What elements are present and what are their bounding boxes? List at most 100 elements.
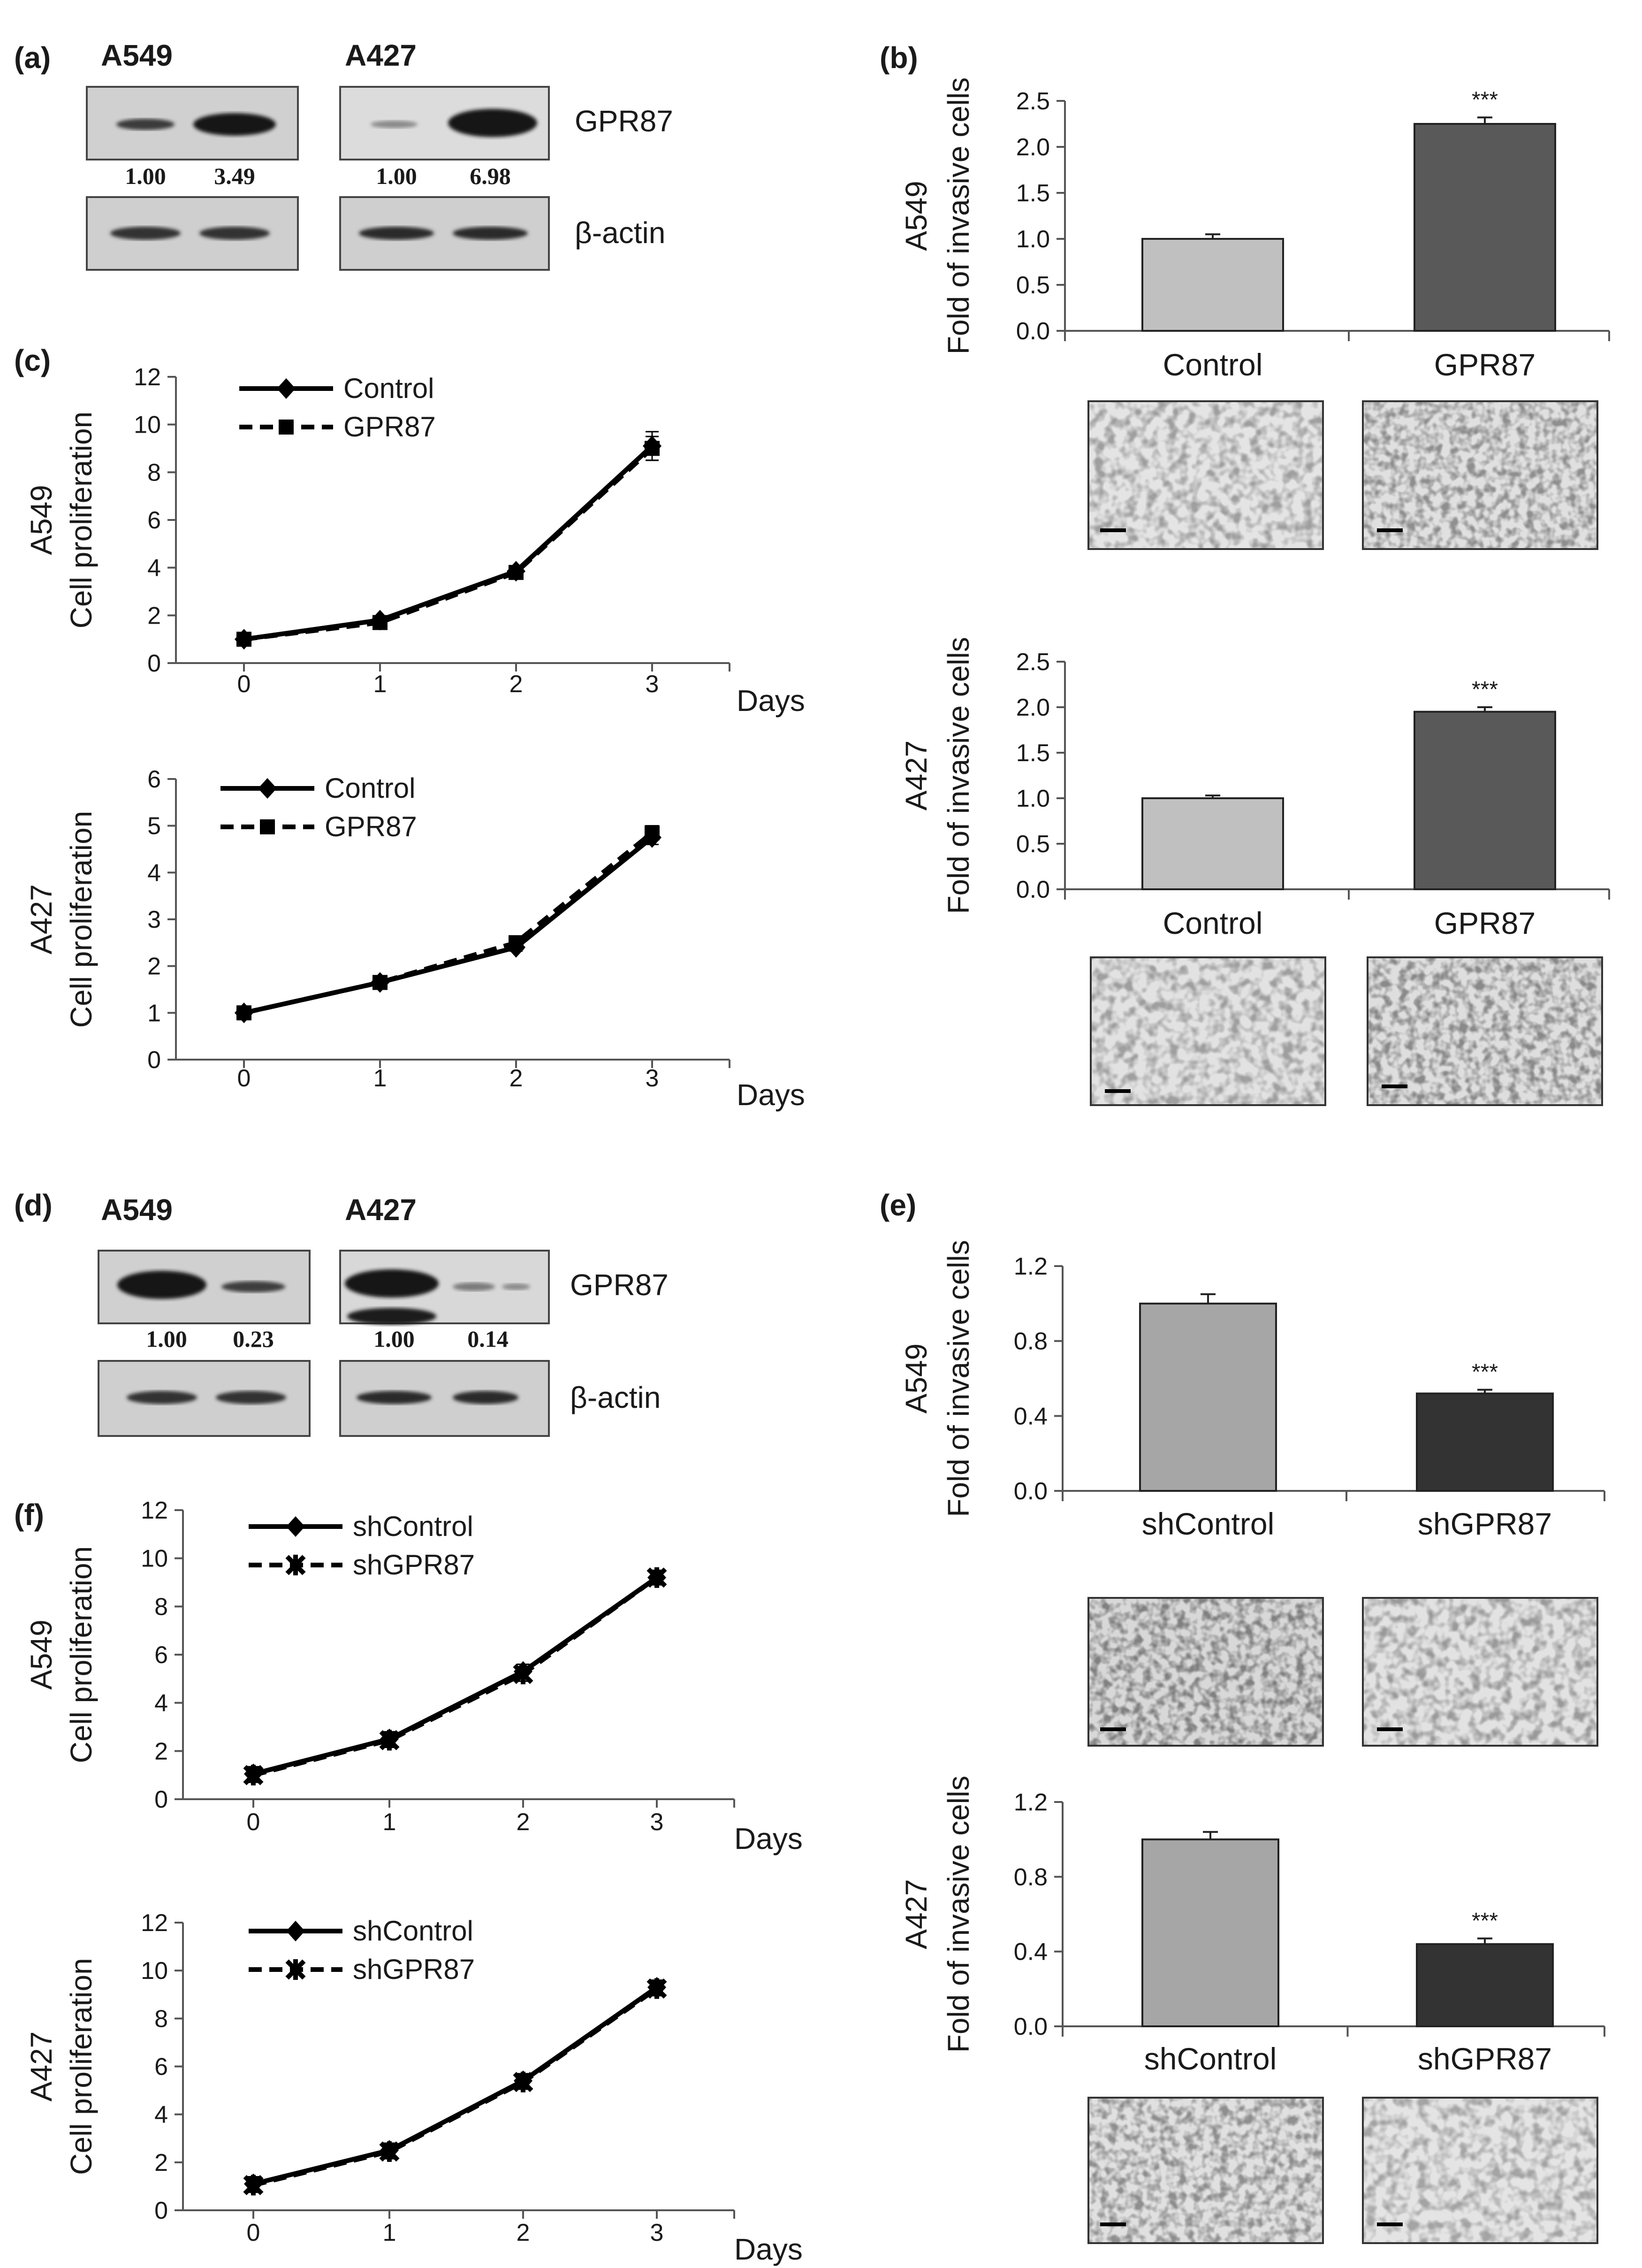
band [127, 1391, 197, 1404]
y-axis-title: Fold of invasive cells [942, 1240, 975, 1517]
y-axis-title: Cell proliferation [64, 1958, 98, 2175]
band [345, 1269, 439, 1298]
panel-label-d: (d) [14, 1188, 53, 1222]
panel-label-f: (f) [14, 1498, 44, 1532]
y-tick-label: 0 [147, 1046, 161, 1074]
blot-a-ratio: 6.98 [470, 163, 511, 189]
y-tick-label: 1.5 [1016, 180, 1050, 207]
legend-label: GPR87 [325, 811, 417, 842]
blot-d-ratio: 1.00 [373, 1326, 415, 1352]
y-tick-label: 3 [147, 906, 161, 933]
data-point [372, 975, 388, 990]
x-tick-label: 0 [237, 1065, 251, 1092]
band [116, 119, 175, 130]
series-shGPR87: shGPR87 [243, 1954, 667, 2196]
data-point [645, 441, 660, 456]
y-tick-label: 1.2 [1014, 1789, 1048, 1816]
y-tick-label: 0.8 [1014, 1328, 1048, 1355]
y-tick-label: 0 [147, 650, 161, 677]
data-point [236, 1005, 251, 1021]
x-tick-label: 2 [517, 2219, 530, 2246]
y-tick-label: 2 [154, 1738, 168, 1765]
y-axis-title: Cell proliferation [64, 1546, 98, 1763]
blot-d-ratio: 1.00 [146, 1326, 187, 1352]
x-tick-label: 0 [237, 671, 251, 698]
data-point [372, 615, 388, 630]
legend-marker [286, 1921, 305, 1941]
y-tick-label: 1.0 [1016, 785, 1050, 812]
y-axis-title: Cell proliferation [64, 811, 98, 1028]
blot-d-loading-label: β-actin [570, 1381, 661, 1414]
significance-marker: *** [1472, 1909, 1498, 1933]
blot-a-ratio: 1.00 [125, 163, 166, 189]
bar-shGPR87 [1416, 1392, 1554, 1492]
band [110, 227, 181, 240]
cell-line-label: A427 [24, 884, 58, 954]
y-tick-label: 2 [147, 953, 161, 980]
data-point [243, 1764, 264, 1786]
data-point [509, 565, 524, 580]
y-tick-label: 4 [154, 1690, 168, 1717]
y-tick-label: 0.5 [1016, 272, 1050, 299]
y-tick-label: 1.2 [1014, 1253, 1048, 1280]
blot-a-protein-label: GPR87 [575, 104, 673, 138]
cell-line-label: A427 [899, 741, 933, 810]
y-tick-label: 0.0 [1014, 1478, 1048, 1505]
chart-c-a427: 0 1 2 3 4 5 6 A427 Cell proliferation 0 1 2 3 Days Con… [24, 766, 805, 1112]
cell-line-label: A427 [899, 1879, 933, 1949]
y-tick-label: 1.5 [1016, 740, 1050, 767]
legend-label: shGPR87 [353, 1954, 475, 1985]
bar-GPR87 [1414, 710, 1556, 890]
bar-shControl [1139, 1302, 1277, 1492]
series-line [243, 444, 654, 642]
panel-label-c: (c) [14, 344, 51, 377]
micrograph-b-a427-control [1090, 956, 1326, 1106]
x-axis-title: Days [737, 1078, 805, 1112]
x-tick-label: 1 [383, 1809, 396, 1836]
legend-label: GPR87 [343, 411, 436, 443]
x-axis-title: Days [734, 2232, 803, 2266]
data-point [379, 2141, 400, 2162]
western-blot-a: A549 A427 1.00 3.49 1.00 6.98 GPR87 β-ac… [86, 38, 673, 271]
x-tick-label: 3 [650, 2219, 664, 2246]
data-point [646, 1567, 667, 1588]
y-tick-label: 6 [154, 2054, 168, 2081]
series-Control: Control [235, 373, 661, 650]
band [453, 1283, 495, 1291]
blot-a-cell-a549: A549 [101, 38, 173, 72]
legend-marker [279, 420, 294, 435]
bar-GPR87 [1414, 123, 1556, 332]
y-axis-title: Fold of invasive cells [942, 77, 975, 354]
y-tick-label: 2.5 [1016, 649, 1050, 676]
western-blot-d: A549 A427 1.00 0.23 1.00 0.14 GPR87 β-ac… [98, 1193, 669, 1437]
blot-a-loading-label: β-actin [575, 216, 665, 250]
band [357, 1391, 432, 1404]
band [359, 227, 434, 240]
x-tick-label: 1 [383, 2219, 396, 2246]
significance-marker: *** [1472, 87, 1498, 112]
y-tick-label: 2.0 [1016, 694, 1050, 721]
category-label: shControl [1142, 1506, 1274, 1541]
y-tick-label: 8 [154, 2005, 168, 2032]
band [453, 1391, 518, 1404]
x-tick-label: 3 [650, 1809, 664, 1836]
blot-d-cell-a549: A549 [101, 1193, 173, 1227]
data-point [513, 2071, 533, 2092]
y-tick-label: 10 [141, 1545, 168, 1573]
x-axis-title: Days [734, 1822, 803, 1856]
category-label: shGPR87 [1418, 1506, 1552, 1541]
series-line [252, 1575, 658, 1776]
x-tick-label: 1 [373, 671, 387, 698]
series-shGPR87: shGPR87 [243, 1549, 667, 1786]
y-tick-label: 4 [154, 2101, 168, 2129]
charts: 0.0 0.5 1.0 1.5 2.0 2.5 A549 Fold of invasive c… [24, 77, 1610, 2266]
legend-label: shControl [353, 1511, 473, 1542]
series-line [252, 1986, 658, 2188]
micrograph-b-a549-gpr87 [1362, 400, 1598, 550]
legend-label: shGPR87 [353, 1549, 475, 1581]
series-line [252, 1575, 658, 1778]
panel-label-b: (b) [880, 41, 918, 75]
